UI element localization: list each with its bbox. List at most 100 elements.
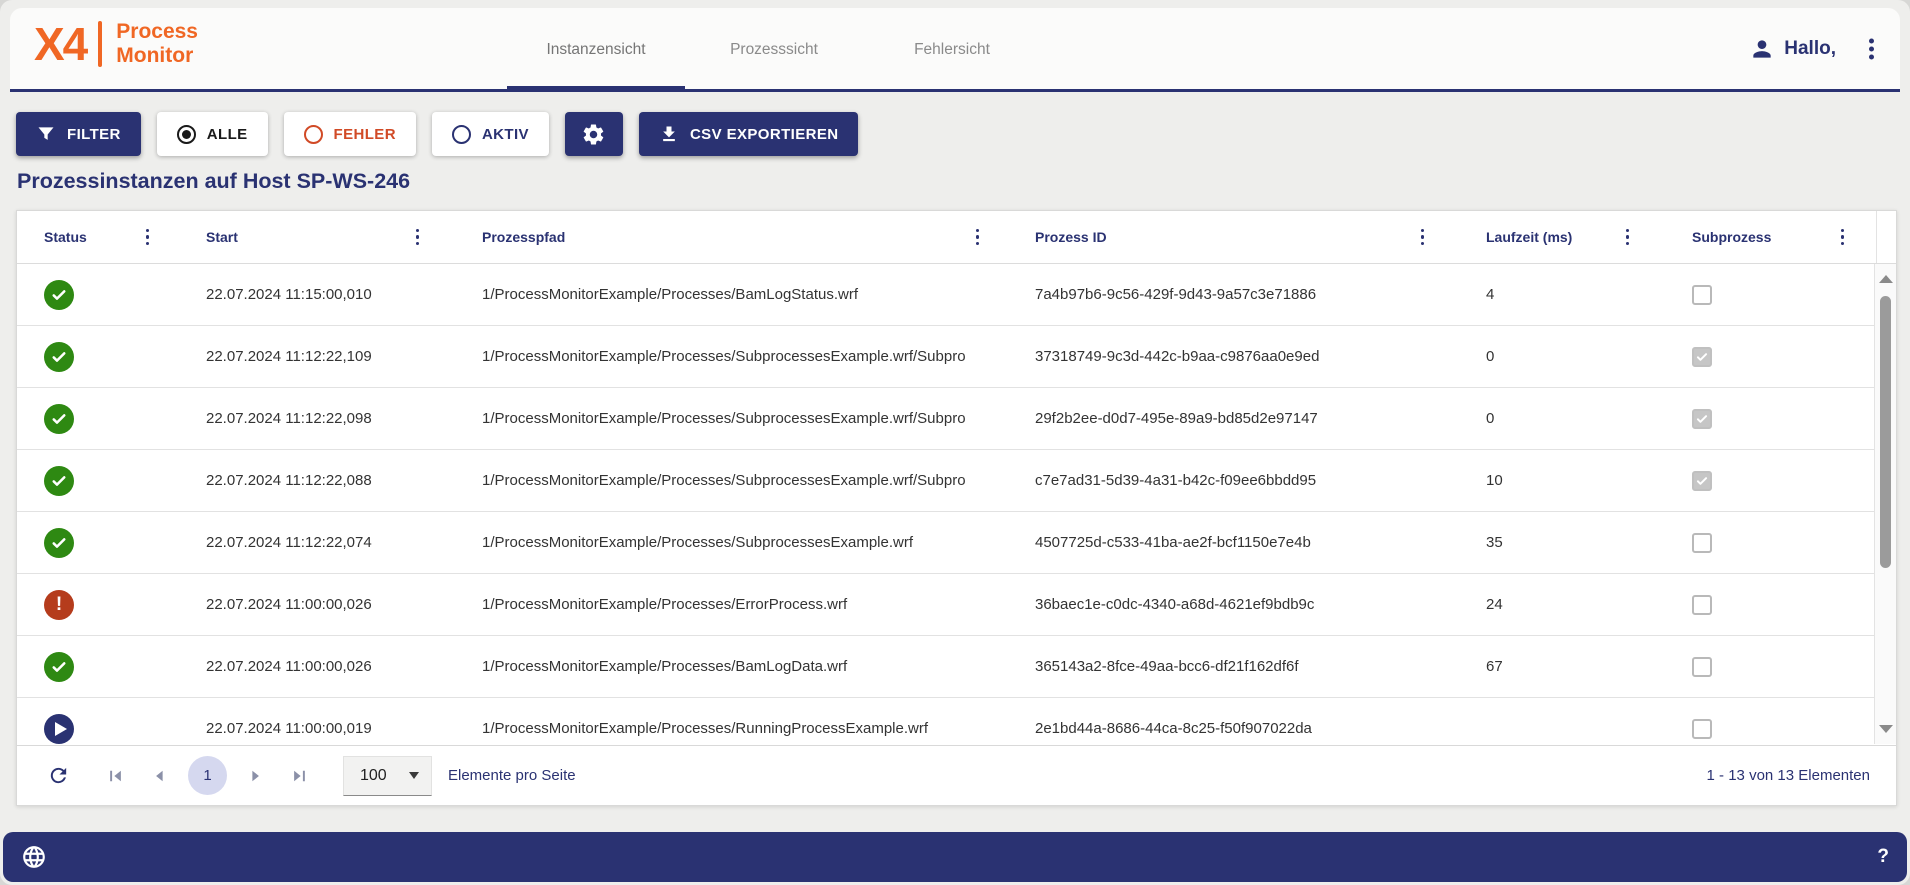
tab-fehlersicht[interactable]: Fehlersicht <box>914 41 990 58</box>
runtime-cell: 10 <box>1486 472 1503 489</box>
first-page-button[interactable] <box>106 766 126 786</box>
user-icon <box>1753 39 1771 58</box>
subprocess-checkbox[interactable] <box>1692 656 1712 677</box>
process-path-cell: 1/ProcessMonitorExample/Processes/Subpro… <box>482 472 966 489</box>
table-row: 22.07.2024 11:00:00,026 1/ProcessMonitorE… <box>17 635 1874 697</box>
all-button-label: ALLE <box>206 125 248 143</box>
tab-prozesssicht[interactable]: Prozesssicht <box>730 41 818 58</box>
page-size-select[interactable]: 100 <box>343 755 432 796</box>
filter-button[interactable]: FILTER <box>16 112 141 156</box>
start-cell: 22.07.2024 11:12:22,098 <box>206 410 372 427</box>
subprocess-checkbox[interactable] <box>1692 718 1712 739</box>
refresh-icon[interactable] <box>47 764 70 787</box>
subprocess-cell <box>1661 656 1874 677</box>
column-menu-icon[interactable] <box>145 228 149 246</box>
runtime-cell: 35 <box>1486 534 1503 551</box>
check-icon <box>52 661 66 672</box>
subprocess-cell <box>1661 346 1874 367</box>
table-body: 22.07.2024 11:15:00,010 1/ProcessMonitorE… <box>17 264 1874 744</box>
table-row: 22.07.2024 11:00:00,019 1/ProcessMonitorE… <box>17 697 1874 744</box>
status-success-icon <box>44 341 74 372</box>
process-id-cell: 2e1bd44a-8686-44ca-8c25-f50f907022da <box>1035 720 1312 737</box>
language-globe-icon[interactable] <box>21 844 47 870</box>
column-header-subprozess: Subprozess <box>1661 211 1876 263</box>
table-row: 22.07.2024 11:12:22,109 1/ProcessMonitorE… <box>17 325 1874 387</box>
process-id-cell: c7e7ad31-5d39-4a31-b42c-f09ee6bbdd95 <box>1035 472 1317 489</box>
subprocess-checkbox[interactable] <box>1692 284 1712 305</box>
settings-button[interactable] <box>564 112 623 156</box>
download-icon <box>663 126 675 142</box>
scroll-down-arrow-icon[interactable] <box>1878 725 1893 733</box>
check-icon <box>1696 476 1708 485</box>
subprocess-checkbox[interactable] <box>1692 470 1712 491</box>
subprocess-checkbox[interactable] <box>1692 346 1712 367</box>
status-cell <box>17 527 181 558</box>
radio-active-button[interactable]: AKTIV <box>431 112 549 156</box>
funnel-icon <box>38 127 54 140</box>
process-path-cell: 1/ProcessMonitorExample/Processes/ErrorP… <box>482 596 848 613</box>
status-cell <box>17 279 181 310</box>
tab-instanzensicht[interactable]: Instanzensicht <box>507 8 685 92</box>
status-success-icon <box>44 465 74 496</box>
check-icon <box>52 351 66 362</box>
subprocess-checkbox[interactable] <box>1692 594 1712 615</box>
column-label: Prozesspfad <box>482 229 566 245</box>
toolbar: FILTER ALLE FEHLER AKTIV CSV EXPORTIEREN <box>16 112 859 156</box>
table-row: 22.07.2024 11:12:22,088 1/ProcessMonitorE… <box>17 449 1874 511</box>
check-icon <box>52 289 66 300</box>
runtime-cell: 24 <box>1486 596 1503 613</box>
start-cell: 22.07.2024 11:12:22,109 <box>206 348 372 365</box>
scrollbar-thumb[interactable] <box>1880 296 1891 568</box>
overflow-menu-icon[interactable] <box>1869 38 1874 59</box>
check-icon <box>52 413 66 424</box>
process-path-cell: 1/ProcessMonitorExample/Processes/BamLog… <box>482 658 848 675</box>
column-menu-icon[interactable] <box>975 228 979 246</box>
product-name-line1: Process <box>116 20 198 43</box>
active-button-label: AKTIV <box>481 125 529 143</box>
start-cell: 22.07.2024 11:00:00,019 <box>206 720 372 737</box>
range-label: 1 - 13 von 13 Elementen <box>1706 767 1870 784</box>
table-row: 22.07.2024 11:12:22,098 1/ProcessMonitorE… <box>17 387 1874 449</box>
column-label: Status <box>44 229 87 245</box>
greeting-text: Hallo, <box>1784 37 1836 59</box>
previous-page-button[interactable] <box>150 766 170 786</box>
help-button[interactable]: ? <box>1877 846 1889 867</box>
subprocess-checkbox[interactable] <box>1692 408 1712 429</box>
pagination-bar: 1 100 Elemente pro Seite 1 - 13 von 13 E… <box>17 745 1896 805</box>
app-header: X4 Process Monitor Instanzensicht Prozess… <box>10 8 1900 92</box>
subprocess-checkbox[interactable] <box>1692 532 1712 553</box>
vertical-scrollbar[interactable] <box>1874 264 1896 744</box>
process-id-cell: 37318749-9c3d-442c-b9aa-c9876aa0e9ed <box>1035 348 1320 365</box>
csv-export-button[interactable]: CSV EXPORTIEREN <box>638 112 859 156</box>
start-cell: 22.07.2024 11:12:22,074 <box>206 534 372 551</box>
next-page-icon <box>252 770 259 781</box>
runtime-cell: 0 <box>1486 410 1495 427</box>
table-row: 22.07.2024 11:15:00,010 1/ProcessMonitorE… <box>17 264 1874 325</box>
scroll-up-arrow-icon[interactable] <box>1878 275 1893 283</box>
column-header-laufzeit-ms: Laufzeit (ms) <box>1456 211 1661 263</box>
column-menu-icon[interactable] <box>415 228 419 246</box>
next-page-button[interactable] <box>245 766 265 786</box>
column-label: Subprozess <box>1692 229 1772 245</box>
column-label: Prozess ID <box>1035 229 1107 245</box>
last-page-button[interactable] <box>289 766 309 786</box>
product-name-line2: Monitor <box>116 44 194 68</box>
start-cell: 22.07.2024 11:15:00,010 <box>206 286 372 303</box>
view-tabs: Instanzensicht Prozesssicht Fehlersicht <box>507 8 1041 92</box>
column-menu-icon[interactable] <box>1420 228 1424 246</box>
process-path-cell: 1/ProcessMonitorExample/Processes/Subpro… <box>482 534 914 551</box>
subprocess-cell <box>1661 284 1874 305</box>
csv-export-label: CSV EXPORTIEREN <box>689 125 839 143</box>
status-cell: ! <box>17 589 181 620</box>
column-menu-icon[interactable] <box>1625 228 1629 246</box>
process-id-cell: 7a4b97b6-9c56-429f-9d43-9a57c3e71886 <box>1035 286 1317 303</box>
process-id-cell: 29f2b2ee-d0d7-495e-89a9-bd85d2e97147 <box>1035 410 1318 427</box>
last-page-icon <box>294 770 305 781</box>
column-menu-icon[interactable] <box>1840 228 1844 246</box>
current-page-indicator[interactable]: 1 <box>188 756 227 795</box>
runtime-cell: 4 <box>1486 286 1495 303</box>
radio-all-button[interactable]: ALLE <box>156 112 268 156</box>
user-area: Hallo, <box>1749 8 1836 89</box>
radio-error-button[interactable]: FEHLER <box>283 112 416 156</box>
